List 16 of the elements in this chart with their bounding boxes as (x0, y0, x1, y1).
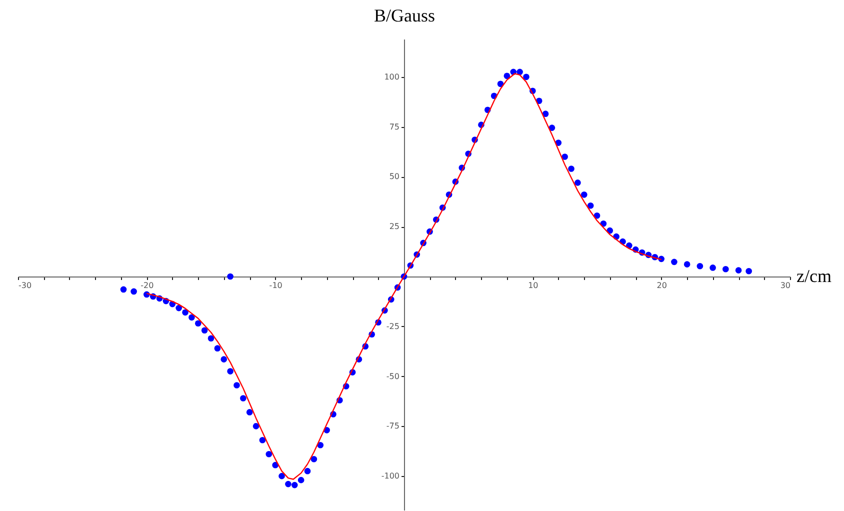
y-tick-label: 100 (384, 72, 400, 82)
y-tick-label: 50 (389, 172, 400, 182)
y-tick-label: -25 (386, 322, 400, 331)
x-tick-label: -10 (269, 280, 282, 290)
y-tick-label: 75 (389, 122, 400, 132)
y-tick-label: -75 (386, 422, 400, 431)
x-axis-title: z/cm (796, 266, 832, 286)
x-tick-label: -20 (140, 280, 154, 290)
y-tick-label: 25 (389, 222, 400, 232)
y-tick-label: -50 (386, 372, 400, 381)
x-tick-label: 30 (780, 280, 790, 290)
x-tick-label: 10 (528, 280, 538, 290)
y-axis-title: B/Gauss (374, 6, 436, 26)
x-tick-label: -30 (18, 280, 32, 290)
x-tick-label: 20 (656, 280, 667, 290)
y-tick-label: -100 (381, 472, 400, 481)
